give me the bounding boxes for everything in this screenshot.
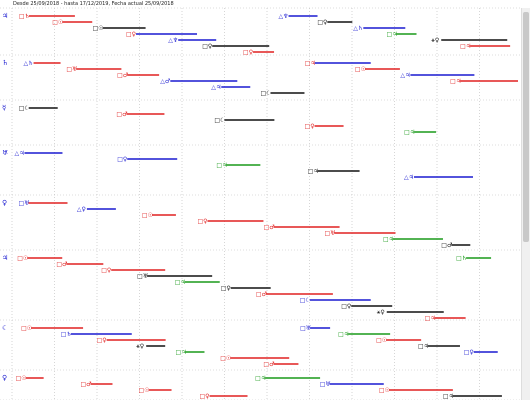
transit-event-label[interactable]: ⚹♀: [431, 37, 439, 44]
vertical-scrollbar[interactable]: [521, 8, 530, 400]
transit-event-label[interactable]: ⚹♀: [377, 309, 385, 316]
transit-event-label[interactable]: □☉: [16, 375, 27, 382]
transit-event-label[interactable]: □♃: [338, 331, 349, 338]
transit-event-label[interactable]: □♂: [256, 291, 267, 298]
transit-event-label[interactable]: □♂: [80, 381, 91, 388]
transit-event-label[interactable]: □☾: [300, 297, 311, 304]
planet-row-label: ♃: [2, 12, 8, 20]
transit-event-label[interactable]: ⚹♀: [136, 343, 144, 350]
transit-event-label[interactable]: □♃: [425, 315, 436, 322]
transit-event-label[interactable]: △♃: [211, 84, 221, 91]
transit-event-label[interactable]: □♅: [66, 66, 77, 73]
transit-event-label[interactable]: □♃: [308, 168, 319, 175]
transit-event-label[interactable]: □♃: [305, 60, 316, 67]
transit-event-label[interactable]: □♃: [450, 78, 461, 85]
planet-row-label: ♅: [2, 149, 8, 157]
transit-event-label[interactable]: □☾: [214, 117, 225, 124]
transit-event-label[interactable]: □♄: [61, 331, 72, 338]
planet-row-label: ☾: [2, 324, 8, 332]
transit-event-label[interactable]: △♃: [14, 150, 24, 157]
transit-event-label[interactable]: △♆: [168, 37, 178, 44]
transit-event-label[interactable]: △♆: [279, 13, 289, 20]
transit-event-label[interactable]: □♀: [317, 19, 327, 26]
transit-event-label[interactable]: □☉: [376, 337, 387, 344]
transit-event-label[interactable]: □♂: [116, 111, 127, 118]
date-range-header: Desde 25/09/2018 - hasta 17/12/2019, Fec…: [13, 1, 174, 7]
transit-event-label[interactable]: □♃: [175, 349, 186, 356]
transit-event-label[interactable]: □☉: [93, 25, 104, 32]
transit-event-label[interactable]: □♃: [418, 343, 429, 350]
transit-event-label[interactable]: □☉: [220, 355, 231, 362]
transit-event-label[interactable]: □☉: [355, 66, 366, 73]
transit-event-label[interactable]: □☉: [142, 212, 153, 219]
transit-event-label[interactable]: □♀: [305, 123, 315, 130]
transit-event-label[interactable]: □♄: [456, 255, 467, 262]
transit-event-label[interactable]: □♀: [97, 337, 107, 344]
transit-event-label[interactable]: △♃: [404, 174, 414, 181]
transit-event-label[interactable]: □♄: [19, 13, 30, 20]
transit-event-label[interactable]: □♀: [202, 43, 212, 50]
transit-event-label[interactable]: □♂: [263, 361, 274, 368]
planet-row-label: ♀: [2, 199, 7, 207]
transit-event-label[interactable]: △♄: [24, 60, 34, 67]
transit-event-label[interactable]: □♀: [464, 349, 474, 356]
transit-event-label[interactable]: □♂: [117, 72, 128, 79]
transit-event-label[interactable]: □♂: [264, 224, 275, 231]
transit-event-label[interactable]: □♃: [404, 129, 415, 136]
scrollbar-thumb[interactable]: [523, 12, 529, 242]
planet-row-label: ♀: [2, 374, 7, 382]
transit-event-label[interactable]: □♀: [197, 218, 207, 225]
transit-event-label[interactable]: △♀: [77, 206, 86, 213]
transit-event-label[interactable]: □♅: [325, 230, 336, 237]
transit-event-label[interactable]: □☉: [379, 387, 390, 394]
transit-event-label[interactable]: □♃: [175, 279, 186, 286]
transit-event-label[interactable]: □♅: [137, 273, 148, 280]
transit-event-label[interactable]: □☾: [260, 90, 271, 97]
transit-event-label[interactable]: □☉: [139, 387, 150, 394]
transit-event-label[interactable]: □♅: [320, 381, 331, 388]
transit-event-label[interactable]: □♃: [255, 375, 266, 382]
transit-event-label[interactable]: △♂: [160, 78, 170, 85]
transit-event-label[interactable]: □♀: [221, 285, 231, 292]
transit-event-label[interactable]: □♂: [441, 242, 452, 249]
transit-event-label[interactable]: □♃: [460, 43, 471, 50]
transit-event-label[interactable]: □♃: [387, 31, 398, 38]
planet-row-label: ☿: [2, 104, 6, 112]
transit-event-label[interactable]: □♀: [200, 393, 210, 400]
transit-event-label[interactable]: □♀: [126, 31, 136, 38]
transit-event-label[interactable]: □♅: [19, 200, 30, 207]
transit-event-label[interactable]: △♃: [400, 72, 410, 79]
transit-event-label[interactable]: □♃: [443, 393, 454, 400]
transit-event-label[interactable]: □☉: [17, 255, 28, 262]
transit-event-label[interactable]: □♃: [383, 236, 394, 243]
transit-event-label[interactable]: □♂: [56, 261, 67, 268]
transit-event-label[interactable]: □☉: [21, 325, 32, 332]
transit-event-label[interactable]: □♀: [101, 267, 111, 274]
transit-event-label[interactable]: □♃: [216, 162, 227, 169]
transit-event-label[interactable]: □♅: [300, 325, 311, 332]
planet-row-label: ♃: [2, 254, 8, 262]
transit-event-label[interactable]: □♀: [341, 303, 351, 310]
transit-event-label[interactable]: □♀: [243, 49, 253, 56]
transit-event-label[interactable]: □☉: [52, 19, 63, 26]
planet-row-label: ♄: [2, 59, 8, 67]
transit-event-label[interactable]: □♀: [117, 156, 127, 163]
transit-event-label[interactable]: □☾: [19, 105, 30, 112]
transit-event-label[interactable]: △♄: [353, 25, 363, 32]
